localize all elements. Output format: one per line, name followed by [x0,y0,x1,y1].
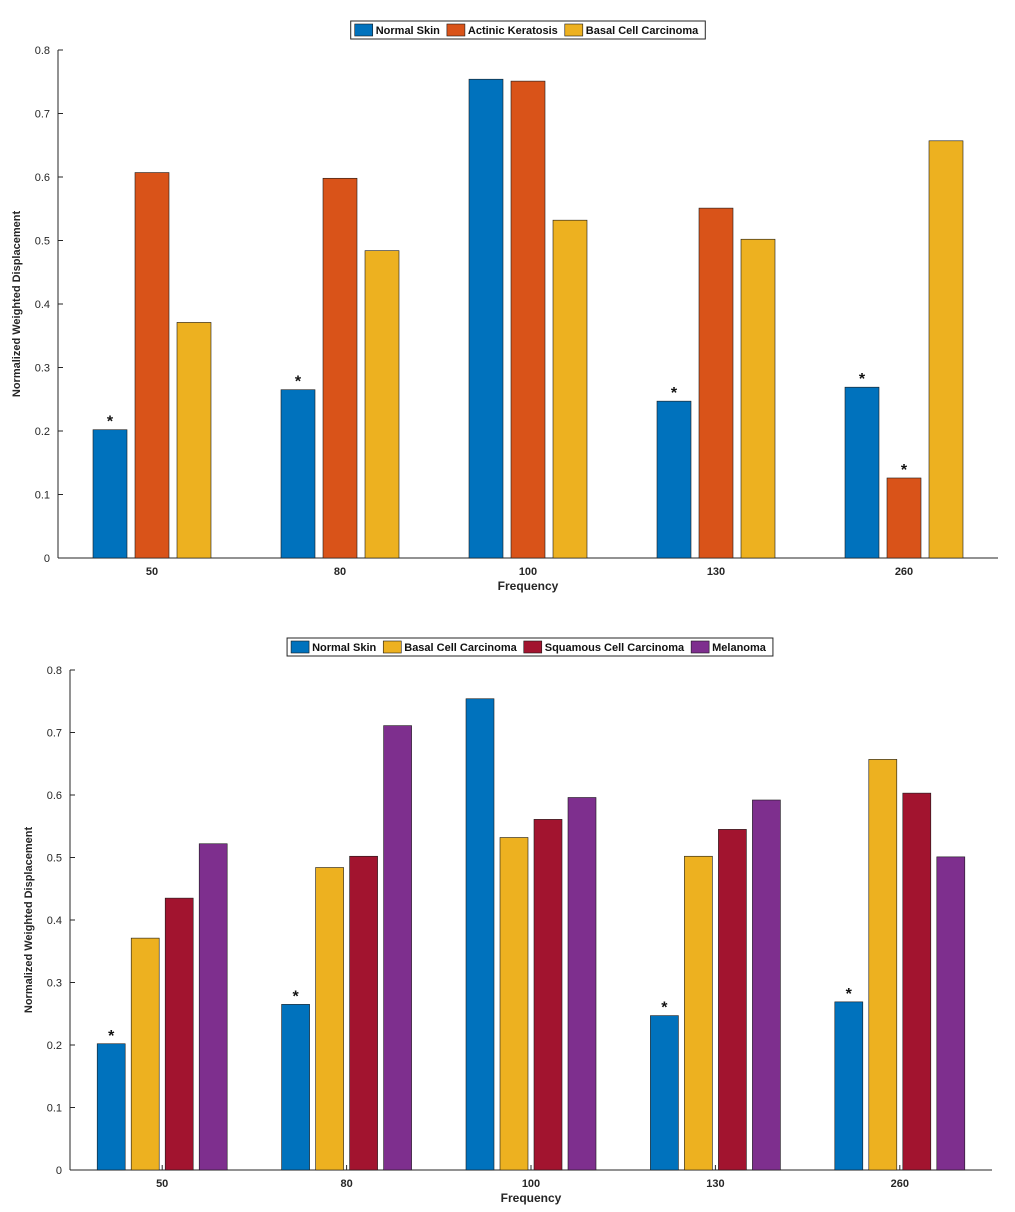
bar [96,1043,126,1171]
y-tick-label: 0 [44,553,50,565]
legend-swatch [446,23,466,37]
legend-label: Squamous Cell Carcinoma [545,642,685,654]
y-tick-label: 0.5 [35,236,50,248]
legend-swatch [354,23,374,37]
bar-chart-top: 0 0.1 0.2 0.3 0.4 0.5 0.6 0.7 0.8 Normalized Weig… [11,20,998,593]
bar [468,78,504,559]
y-tick-label: 0.1 [47,1103,62,1115]
x-tick-label: 130 [706,1178,724,1190]
y-tick-label: 0.8 [47,665,62,677]
bar [844,386,880,559]
legend: Normal Skin Actinic Keratosis Basal Cell C… [350,20,706,40]
legend-label: Normal Skin [376,25,440,37]
bar [383,725,412,1171]
bar [349,855,378,1171]
x-tick-label: 80 [334,566,346,578]
x-tick-label: 100 [519,566,537,578]
bar [281,1004,310,1171]
y-tick-label: 0.5 [47,853,62,865]
legend-box [350,20,706,40]
legend-label: Actinic Keratosis [468,25,558,37]
significance-marker: * [859,371,866,388]
bar [752,799,781,1171]
y-tick-label: 0.1 [35,490,50,502]
y-tick-label: 0.4 [47,915,62,927]
bar [130,937,160,1171]
legend: Normal Skin Basal Cell Carcinoma Squamous … [286,637,774,657]
bar [499,837,529,1171]
bar [868,759,898,1171]
bar [510,80,546,559]
bar [533,819,563,1171]
y-tick-label: 0 [56,1165,62,1177]
bar [315,867,344,1171]
x-tick-label: 100 [522,1178,540,1190]
x-axis-label: Frequency [501,1191,562,1205]
x-tick-label: 80 [340,1178,352,1190]
y-tick-label: 0.2 [35,426,50,438]
significance-marker: * [292,988,299,1005]
bar [465,698,495,1171]
bar [364,250,400,559]
bar [834,1001,864,1171]
y-axis-label: Normalized Weighted Displacement [11,211,23,398]
bar [656,400,692,559]
legend-swatch [690,640,710,654]
bar [92,429,128,559]
bar [902,792,932,1171]
bar [698,207,734,559]
legend-label: Melanoma [712,642,767,654]
y-tick-label: 0.3 [47,978,62,990]
bar [134,172,170,559]
significance-marker: * [661,1000,668,1017]
significance-marker: * [901,462,908,479]
y-axis-label: Normalized Weighted Displacement [23,827,35,1014]
x-tick-label: 260 [891,1178,909,1190]
bar [740,238,776,559]
y-tick-label: 0.3 [35,363,50,375]
bar [718,829,747,1171]
legend-label: Basal Cell Carcinoma [586,25,699,37]
bar [198,843,228,1171]
legend-swatch [382,640,402,654]
y-tick-label: 0.4 [35,299,50,311]
y-tick-label: 0.7 [47,728,62,740]
significance-marker: * [108,1028,115,1045]
bar [552,219,588,559]
bar [567,797,597,1171]
bar [886,477,922,559]
y-tick-label: 0.6 [47,790,62,802]
bar [936,856,966,1171]
x-axis-label: Frequency [498,579,559,593]
x-tick-label: 260 [895,566,913,578]
bar [650,1015,679,1171]
bar [280,389,316,559]
y-tick-label: 0.8 [35,45,50,57]
bar [928,140,964,559]
significance-marker: * [846,986,853,1003]
y-tick-label: 0.6 [35,172,50,184]
significance-marker: * [107,414,114,431]
legend-swatch [564,23,584,37]
x-tick-label: 50 [156,1178,168,1190]
x-tick-label: 130 [707,566,725,578]
bar [164,897,194,1171]
legend-label: Basal Cell Carcinoma [404,642,517,654]
chart-panel-bottom: 0 0.1 0.2 0.3 0.4 0.5 0.6 0.7 0.8 Normalized Weig… [0,630,1015,1212]
legend-swatch [523,640,543,654]
significance-marker: * [671,385,678,402]
chart-panel-top: 0 0.1 0.2 0.3 0.4 0.5 0.6 0.7 0.8 Normalized Weig… [0,0,1015,600]
x-tick-label: 50 [146,566,158,578]
y-tick-label: 0.2 [47,1040,62,1052]
legend-label: Normal Skin [312,642,376,654]
bar [176,322,212,559]
y-tick-label: 0.7 [35,109,50,121]
bar [322,177,358,559]
bar [684,855,713,1171]
significance-marker: * [295,374,302,391]
legend-swatch [290,640,310,654]
bar-chart-bottom: 0 0.1 0.2 0.3 0.4 0.5 0.6 0.7 0.8 Normalized Weig… [23,637,992,1205]
